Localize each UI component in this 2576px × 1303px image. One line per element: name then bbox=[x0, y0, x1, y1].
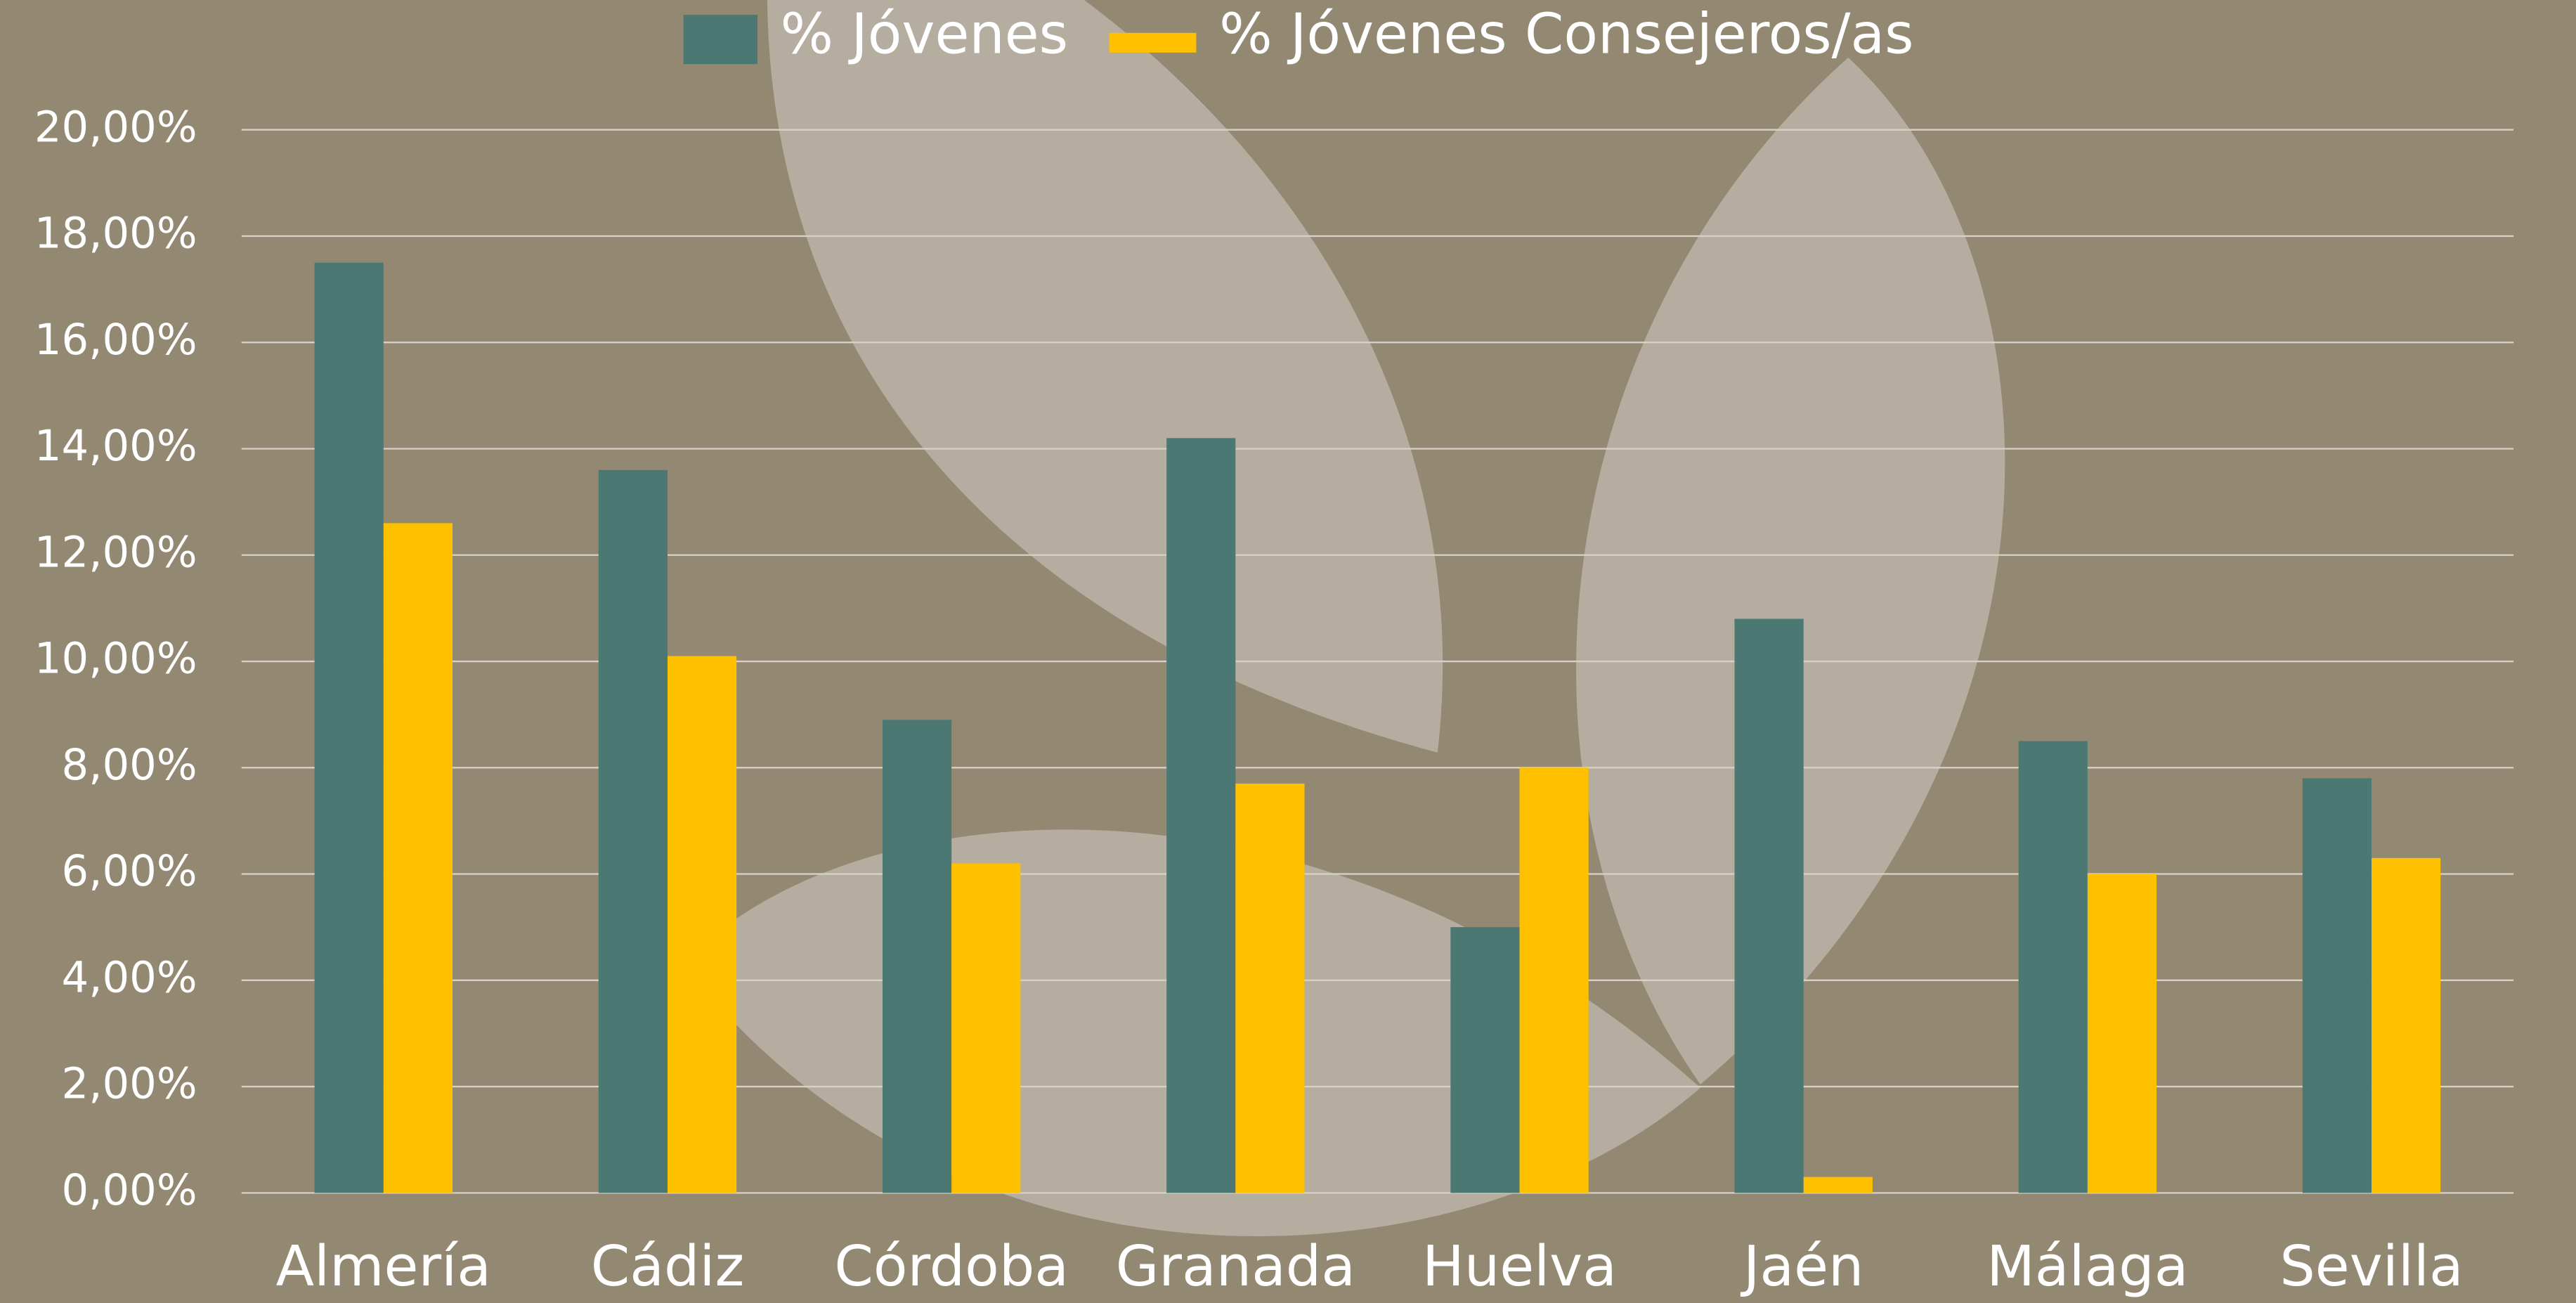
y-tick-label: 4,00% bbox=[62, 953, 197, 1002]
y-tick-label: 16,00% bbox=[34, 316, 197, 365]
bar bbox=[668, 656, 736, 1193]
x-tick-label: Cádiz bbox=[591, 1233, 744, 1299]
y-tick-label: 14,00% bbox=[34, 422, 197, 471]
legend: % Jóvenes % Jóvenes Consejeros/as bbox=[684, 1, 1914, 67]
x-tick-label: Córdoba bbox=[834, 1233, 1069, 1299]
y-tick-label: 8,00% bbox=[62, 741, 197, 790]
bar bbox=[1450, 927, 1519, 1193]
y-tick-label: 0,00% bbox=[62, 1166, 197, 1215]
bar bbox=[315, 263, 384, 1193]
bar bbox=[384, 523, 453, 1193]
x-tick-label: Almería bbox=[276, 1233, 491, 1299]
legend-swatch bbox=[684, 15, 757, 64]
bar bbox=[1235, 784, 1304, 1193]
y-tick-label: 2,00% bbox=[62, 1060, 197, 1109]
bar bbox=[599, 470, 668, 1193]
bar bbox=[1804, 1177, 1873, 1193]
legend-label: % Jóvenes Consejeros/as bbox=[1219, 1, 1913, 67]
bar bbox=[2372, 858, 2440, 1193]
legend-label: % Jóvenes bbox=[781, 1, 1068, 67]
x-tick-label: Málaga bbox=[1986, 1233, 2188, 1299]
x-tick-label: Huelva bbox=[1422, 1233, 1617, 1299]
y-tick-label: 10,00% bbox=[34, 635, 197, 684]
bar bbox=[1734, 619, 1803, 1193]
bar bbox=[951, 863, 1020, 1193]
y-tick-label: 20,00% bbox=[34, 103, 197, 152]
x-tick-label: Jaén bbox=[1740, 1233, 1863, 1299]
bar bbox=[883, 720, 951, 1193]
bar bbox=[2303, 778, 2372, 1193]
bar bbox=[1166, 438, 1235, 1193]
bar bbox=[2019, 741, 2088, 1193]
legend-swatch bbox=[1110, 33, 1197, 53]
y-tick-label: 6,00% bbox=[62, 847, 197, 896]
y-tick-label: 18,00% bbox=[34, 209, 197, 259]
chart: % Jóvenes % Jóvenes Consejeros/as 0,00% 2,… bbox=[0, 0, 2576, 1303]
x-tick-label: Sevilla bbox=[2279, 1233, 2463, 1299]
bar bbox=[2088, 874, 2157, 1193]
bar bbox=[1520, 767, 1589, 1193]
y-tick-label: 12,00% bbox=[34, 528, 197, 577]
x-tick-label: Granada bbox=[1116, 1233, 1355, 1299]
page: % Jóvenes % Jóvenes Consejeros/as 0,00% 2,… bbox=[0, 0, 2576, 1303]
